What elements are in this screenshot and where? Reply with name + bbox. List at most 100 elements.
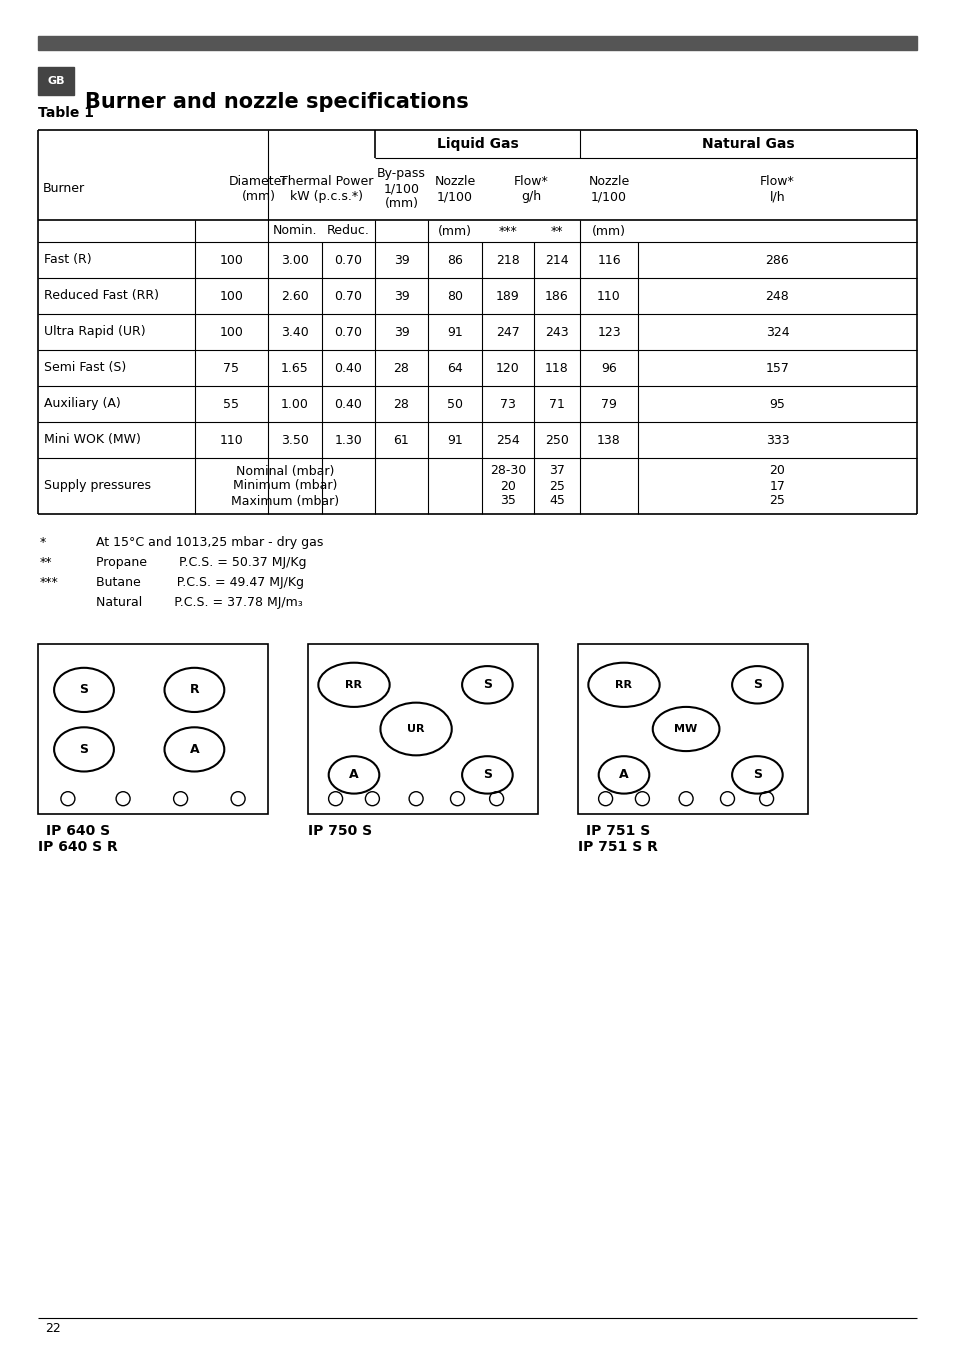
Text: 243: 243 bbox=[544, 325, 568, 339]
Text: 3.50: 3.50 bbox=[281, 433, 309, 447]
Ellipse shape bbox=[598, 756, 649, 794]
Text: 91: 91 bbox=[447, 433, 462, 447]
Text: By-pass
1/100
(mm): By-pass 1/100 (mm) bbox=[376, 167, 425, 211]
Text: 110: 110 bbox=[597, 289, 620, 302]
Text: S: S bbox=[482, 678, 492, 691]
Ellipse shape bbox=[380, 702, 452, 756]
Text: (mm): (mm) bbox=[437, 224, 472, 238]
Text: 248: 248 bbox=[765, 289, 788, 302]
Text: 28: 28 bbox=[394, 362, 409, 374]
Text: 73: 73 bbox=[499, 397, 516, 410]
Text: Reduced Fast (RR): Reduced Fast (RR) bbox=[44, 289, 159, 302]
Text: Table 1: Table 1 bbox=[38, 107, 94, 120]
Text: Supply pressures: Supply pressures bbox=[44, 479, 151, 493]
Text: **: ** bbox=[40, 556, 52, 568]
Text: 286: 286 bbox=[765, 254, 788, 266]
Text: S: S bbox=[79, 743, 89, 756]
Text: 95: 95 bbox=[769, 397, 784, 410]
Text: Nozzle
1/100: Nozzle 1/100 bbox=[588, 176, 629, 202]
Text: IP 751 S
IP 751 S R: IP 751 S IP 751 S R bbox=[578, 824, 658, 855]
Text: GB: GB bbox=[48, 76, 65, 86]
Text: 3.40: 3.40 bbox=[281, 325, 309, 339]
Text: Fast (R): Fast (R) bbox=[44, 254, 91, 266]
Text: 39: 39 bbox=[394, 325, 409, 339]
Text: RR: RR bbox=[345, 680, 362, 690]
Text: 28: 28 bbox=[394, 397, 409, 410]
Text: Butane         P.C.S. = 49.47 MJ/Kg: Butane P.C.S. = 49.47 MJ/Kg bbox=[96, 576, 304, 589]
Text: 120: 120 bbox=[496, 362, 519, 374]
Text: S: S bbox=[79, 683, 89, 697]
Text: 110: 110 bbox=[219, 433, 243, 447]
Ellipse shape bbox=[731, 756, 781, 794]
Text: 91: 91 bbox=[447, 325, 462, 339]
Text: 214: 214 bbox=[544, 254, 568, 266]
Text: R: R bbox=[190, 683, 199, 697]
Text: *: * bbox=[40, 536, 46, 549]
Text: 86: 86 bbox=[447, 254, 462, 266]
Bar bbox=[38, 644, 268, 814]
Text: 157: 157 bbox=[764, 362, 789, 374]
Bar bbox=[578, 644, 807, 814]
Text: 28-30
20
35: 28-30 20 35 bbox=[489, 464, 525, 508]
Text: 333: 333 bbox=[765, 433, 788, 447]
Text: 96: 96 bbox=[600, 362, 617, 374]
Text: 247: 247 bbox=[496, 325, 519, 339]
Text: 1.00: 1.00 bbox=[281, 397, 309, 410]
Text: 50: 50 bbox=[447, 397, 462, 410]
Text: Burner and nozzle specifications: Burner and nozzle specifications bbox=[85, 92, 468, 112]
Text: 100: 100 bbox=[219, 289, 243, 302]
Bar bbox=[308, 644, 537, 814]
Text: Flow*
l/h: Flow* l/h bbox=[760, 176, 794, 202]
Text: 71: 71 bbox=[549, 397, 564, 410]
Ellipse shape bbox=[164, 728, 224, 771]
Ellipse shape bbox=[54, 728, 113, 771]
Ellipse shape bbox=[652, 707, 719, 751]
Text: 39: 39 bbox=[394, 254, 409, 266]
Text: ***: *** bbox=[498, 224, 517, 238]
Ellipse shape bbox=[54, 668, 113, 711]
Text: IP 640 S
IP 640 S R: IP 640 S IP 640 S R bbox=[38, 824, 117, 855]
Ellipse shape bbox=[329, 756, 379, 794]
Text: 2.60: 2.60 bbox=[281, 289, 309, 302]
Text: 123: 123 bbox=[597, 325, 620, 339]
Text: 64: 64 bbox=[447, 362, 462, 374]
Text: 324: 324 bbox=[765, 325, 788, 339]
Text: 250: 250 bbox=[544, 433, 568, 447]
Text: 1.30: 1.30 bbox=[335, 433, 362, 447]
Text: UR: UR bbox=[407, 724, 424, 734]
Text: S: S bbox=[482, 768, 492, 782]
Text: MW: MW bbox=[674, 724, 697, 734]
Text: Natural        P.C.S. = 37.78 MJ/m₃: Natural P.C.S. = 37.78 MJ/m₃ bbox=[96, 595, 302, 609]
Text: 189: 189 bbox=[496, 289, 519, 302]
Text: S: S bbox=[752, 678, 761, 691]
Text: Reduc.: Reduc. bbox=[327, 224, 370, 238]
Text: A: A bbox=[349, 768, 358, 782]
Text: 79: 79 bbox=[600, 397, 617, 410]
Text: (mm): (mm) bbox=[592, 224, 625, 238]
Text: RR: RR bbox=[615, 680, 632, 690]
Text: 3.00: 3.00 bbox=[281, 254, 309, 266]
Text: Auxiliary (A): Auxiliary (A) bbox=[44, 397, 121, 410]
Text: 138: 138 bbox=[597, 433, 620, 447]
Bar bbox=[38, 68, 74, 94]
Text: S: S bbox=[752, 768, 761, 782]
Text: **: ** bbox=[550, 224, 562, 238]
Text: Nominal (mbar)
Minimum (mbar)
Maximum (mbar): Nominal (mbar) Minimum (mbar) Maximum (m… bbox=[231, 464, 338, 508]
Text: 22: 22 bbox=[45, 1322, 61, 1335]
Text: Thermal Power
kW (p.c.s.*): Thermal Power kW (p.c.s.*) bbox=[279, 176, 373, 202]
Ellipse shape bbox=[318, 663, 389, 707]
Ellipse shape bbox=[461, 666, 512, 703]
Text: 100: 100 bbox=[219, 254, 243, 266]
Text: 0.40: 0.40 bbox=[335, 397, 362, 410]
Text: Ultra Rapid (UR): Ultra Rapid (UR) bbox=[44, 325, 146, 339]
Text: 186: 186 bbox=[544, 289, 568, 302]
Text: 118: 118 bbox=[544, 362, 568, 374]
Text: 75: 75 bbox=[223, 362, 239, 374]
Text: 0.70: 0.70 bbox=[335, 289, 362, 302]
Text: Liquid Gas: Liquid Gas bbox=[436, 136, 517, 151]
Text: Nomin.: Nomin. bbox=[273, 224, 317, 238]
Text: 37
25
45: 37 25 45 bbox=[549, 464, 564, 508]
Text: 0.40: 0.40 bbox=[335, 362, 362, 374]
Bar bbox=[38, 36, 916, 50]
Text: Nozzle
1/100: Nozzle 1/100 bbox=[434, 176, 476, 202]
